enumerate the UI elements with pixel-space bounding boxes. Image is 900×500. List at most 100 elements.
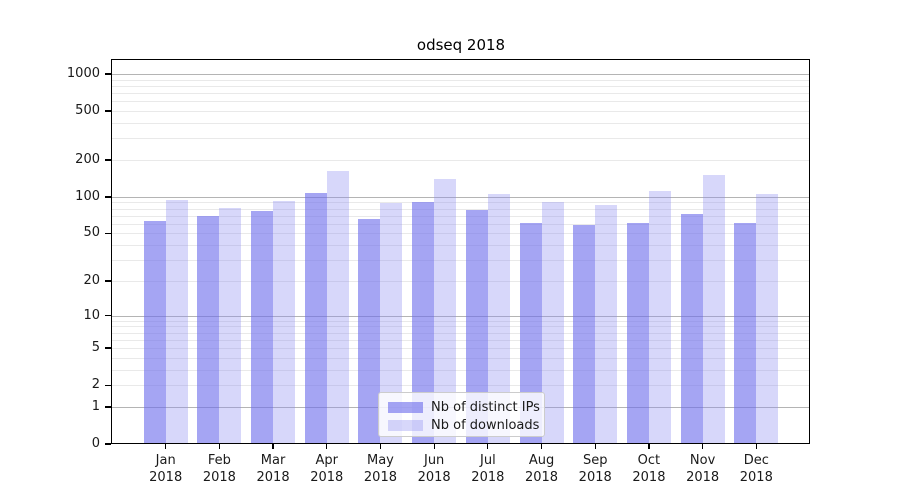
gridline bbox=[112, 123, 810, 125]
legend-row: Nb of downloads bbox=[388, 416, 544, 434]
bar bbox=[702, 174, 725, 444]
bar bbox=[358, 218, 381, 444]
bar bbox=[756, 194, 779, 444]
y-tick-label: 0 bbox=[91, 436, 100, 451]
gridline bbox=[112, 208, 810, 210]
x-tick bbox=[272, 444, 274, 449]
y-tick bbox=[105, 347, 111, 349]
x-tick bbox=[755, 444, 757, 449]
bar bbox=[734, 223, 757, 444]
gridline bbox=[112, 74, 810, 76]
gridline bbox=[112, 320, 810, 322]
gridline bbox=[112, 315, 810, 317]
gridline bbox=[112, 280, 810, 282]
gridline bbox=[112, 223, 810, 225]
bar bbox=[573, 224, 596, 444]
x-tick-label: Jun 2018 bbox=[417, 453, 451, 485]
x-tick-label: Feb 2018 bbox=[202, 453, 236, 485]
bar bbox=[304, 193, 327, 444]
bar bbox=[143, 221, 166, 444]
x-tick-label: Dec 2018 bbox=[739, 453, 773, 485]
gridline bbox=[112, 196, 810, 198]
x-tick bbox=[594, 444, 596, 449]
gridline bbox=[112, 326, 810, 328]
x-tick bbox=[379, 444, 382, 449]
y-tick bbox=[105, 73, 111, 75]
x-tick bbox=[326, 444, 328, 449]
gridline bbox=[112, 339, 810, 341]
y-tick-label: 100 bbox=[75, 188, 100, 204]
y-tick bbox=[105, 232, 111, 235]
legend-row: Nb of distinct IPs bbox=[388, 398, 544, 416]
y-tick-label: 2 bbox=[91, 377, 100, 393]
x-tick bbox=[540, 444, 543, 449]
gridline bbox=[112, 111, 810, 113]
y-tick-label: 50 bbox=[83, 225, 100, 241]
bar bbox=[380, 203, 403, 444]
y-tick-label: 5 bbox=[91, 340, 100, 356]
y-tick-label: 1000 bbox=[66, 66, 100, 82]
y-tick bbox=[105, 280, 111, 282]
bar bbox=[219, 208, 242, 444]
gridline bbox=[112, 85, 810, 87]
y-tick bbox=[105, 384, 111, 386]
x-tick bbox=[701, 444, 704, 449]
x-tick-label: Aug 2018 bbox=[524, 453, 559, 485]
gridline bbox=[112, 215, 810, 217]
gridline bbox=[112, 369, 810, 371]
y-tick bbox=[105, 110, 111, 112]
gridline bbox=[112, 245, 810, 247]
bar bbox=[197, 215, 220, 444]
x-tick bbox=[433, 444, 435, 449]
x-tick bbox=[487, 444, 489, 449]
bar bbox=[165, 199, 188, 444]
y-tick-label: 1 bbox=[91, 398, 100, 414]
y-tick bbox=[105, 196, 111, 198]
x-tick-label: May 2018 bbox=[363, 453, 397, 485]
bar bbox=[680, 213, 703, 444]
bars-layer bbox=[112, 60, 810, 444]
y-tick-label: 20 bbox=[83, 272, 100, 288]
grid-layer bbox=[112, 60, 810, 444]
bar bbox=[412, 201, 435, 444]
legend-label: Nb of distinct IPs bbox=[431, 399, 540, 415]
x-tick bbox=[648, 444, 650, 449]
gridline bbox=[112, 348, 810, 350]
gridline bbox=[112, 233, 810, 235]
bar bbox=[487, 193, 510, 444]
x-tick-label: Oct 2018 bbox=[632, 453, 666, 485]
legend-swatch-downloads bbox=[388, 419, 423, 431]
y-tick bbox=[105, 443, 111, 445]
bar bbox=[434, 179, 457, 444]
y-tick bbox=[105, 314, 111, 317]
y-tick-label: 10 bbox=[83, 307, 100, 323]
bar bbox=[519, 223, 542, 444]
y-tick-label: 500 bbox=[75, 103, 100, 119]
chart-title: odseq 2018 bbox=[416, 36, 506, 54]
y-tick bbox=[105, 159, 111, 161]
gridline bbox=[112, 385, 810, 387]
bar bbox=[626, 223, 649, 444]
x-tick-label: Jan 2018 bbox=[149, 453, 183, 485]
bar bbox=[648, 190, 671, 444]
x-tick-label: Jul 2018 bbox=[471, 453, 505, 485]
bar bbox=[326, 170, 349, 444]
gridline bbox=[112, 93, 810, 95]
x-tick bbox=[218, 444, 221, 449]
y-tick-label: 200 bbox=[75, 152, 100, 167]
bar bbox=[541, 202, 564, 444]
gridline bbox=[112, 332, 810, 334]
bar bbox=[465, 210, 488, 444]
gridline bbox=[112, 79, 810, 81]
x-tick-label: Apr 2018 bbox=[310, 453, 344, 485]
x-tick-label: Mar 2018 bbox=[256, 453, 290, 485]
gridline bbox=[112, 101, 810, 103]
bar bbox=[595, 204, 618, 444]
gridline bbox=[112, 260, 810, 262]
gridline bbox=[112, 357, 810, 359]
bar bbox=[273, 201, 296, 444]
x-tick bbox=[165, 444, 167, 449]
gridline bbox=[112, 138, 810, 140]
y-tick bbox=[105, 406, 111, 408]
